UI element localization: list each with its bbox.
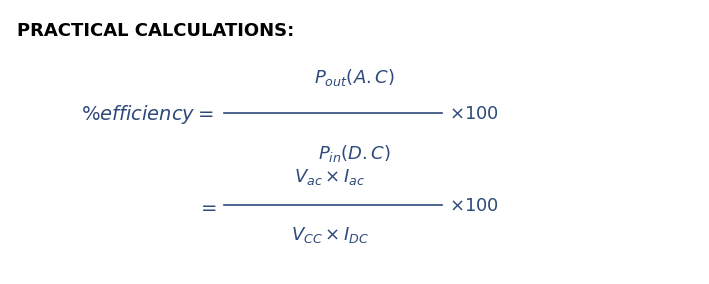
Text: $V_{CC} \times I_{DC}$: $V_{CC} \times I_{DC}$ [291, 225, 369, 245]
Text: $\times 100$: $\times 100$ [450, 197, 500, 215]
Text: $V_{ac} \times I_{ac}$: $V_{ac} \times I_{ac}$ [294, 167, 366, 187]
Text: $P_{in}(D.C)$: $P_{in}(D.C)$ [318, 143, 391, 164]
Text: $\times 100$: $\times 100$ [450, 105, 500, 123]
Text: PRACTICAL CALCULATIONS:: PRACTICAL CALCULATIONS: [17, 22, 294, 40]
Text: $P_{out}(A.C)$: $P_{out}(A.C)$ [314, 68, 395, 88]
Text: $\%\mathit{efficiency} = $: $\%\mathit{efficiency} = $ [82, 103, 214, 126]
Text: $=$: $=$ [197, 197, 218, 216]
